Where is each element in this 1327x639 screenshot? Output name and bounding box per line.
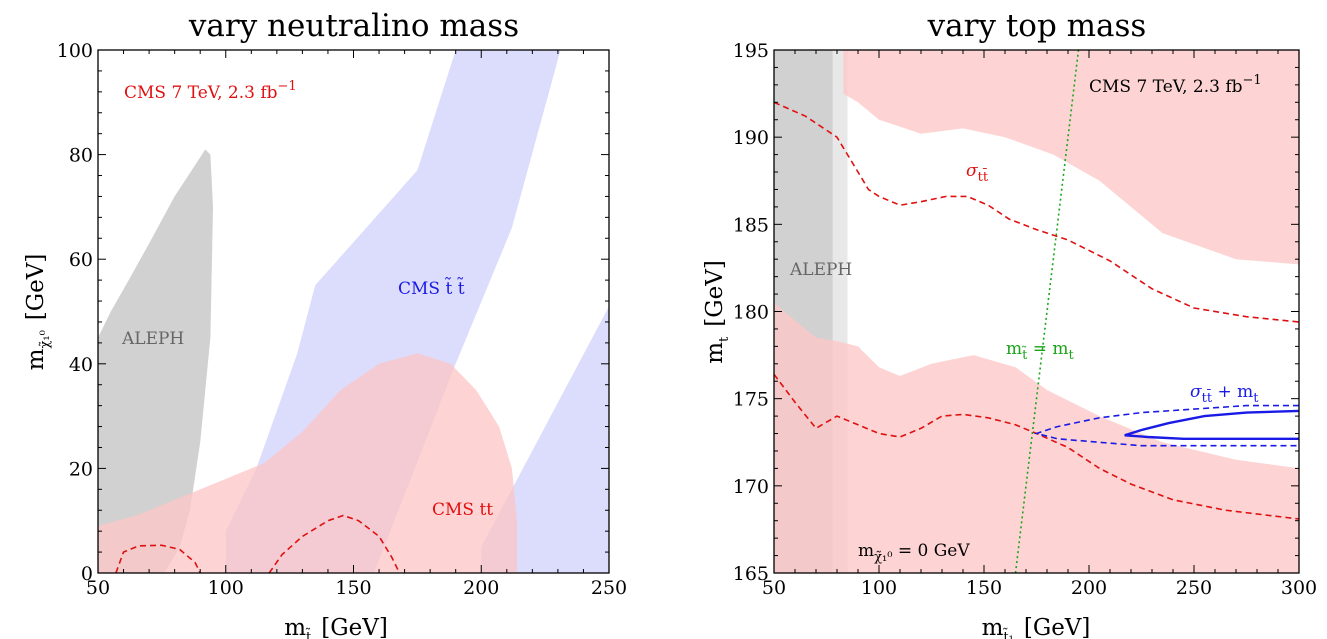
- region-cms-tt: [98, 353, 517, 573]
- x-tick-label: 150: [335, 577, 371, 599]
- chart-title: vary top mass: [927, 8, 1147, 44]
- y-axis-label: mχ̃₁⁰[GeV]: [23, 254, 53, 371]
- x-tick-label: 50: [762, 577, 786, 599]
- x-tick-label: 100: [861, 577, 897, 599]
- y-tick-label: 100: [57, 40, 93, 62]
- curve-layer: [115, 514, 401, 573]
- curve-dashed-0: [774, 101, 1299, 323]
- tick-layer: 50 100 150 200 250 300 165 170 175 180 185 190 195: [733, 40, 1317, 599]
- annotation-cms-lumi: CMS 7 TeV, 2.3 fb−1: [1089, 73, 1262, 97]
- curve-dashed-0: [115, 544, 201, 573]
- x-tick-label: 200: [463, 577, 499, 599]
- annotation-aleph: ALEPH: [789, 260, 852, 280]
- chart-left: vary neutralino mass 50 100 150 200 250 0 20 40…: [23, 8, 627, 639]
- y-axis-label: mt[GeV]: [702, 260, 732, 364]
- y-tick-label: 180: [733, 302, 769, 324]
- x-tick-label: 200: [1071, 577, 1107, 599]
- y-tick-label: 175: [733, 389, 769, 411]
- y-tick-label: 20: [69, 458, 93, 480]
- region-layer: [774, 50, 1299, 573]
- region-layer: [98, 50, 609, 573]
- x-tick-label: 250: [1176, 577, 1212, 599]
- y-tick-label: 165: [733, 563, 769, 585]
- x-tick-label: 150: [966, 577, 1002, 599]
- y-tick-label: 195: [733, 40, 769, 62]
- curve-solid-4: [1124, 409, 1299, 440]
- annotation-aleph: ALEPH: [121, 329, 184, 349]
- curve-dashed-1: [268, 514, 401, 573]
- tick-layer: 50 100 150 200 250 0 20 40 60 80 100: [57, 40, 627, 599]
- x-axis-label: mt̃ [GeV]: [284, 615, 388, 639]
- x-tick-label: 300: [1281, 577, 1317, 599]
- y-tick-label: 80: [69, 145, 93, 167]
- chart-right: vary top mass 50 100 150 200 250 300 165 170 175…: [702, 8, 1317, 639]
- y-tick-label: 170: [733, 476, 769, 498]
- x-tick-label: 250: [591, 577, 627, 599]
- region-aleph: [98, 149, 213, 573]
- y-tick-label: 60: [69, 249, 93, 271]
- annotation-cms-tt: CMS tt: [432, 500, 493, 520]
- y-tick-label: 40: [69, 354, 93, 376]
- x-tick-label: 100: [208, 577, 244, 599]
- annotation-sigma-tt: σtt̄: [966, 161, 989, 185]
- curve-dashed-1: [774, 373, 1299, 520]
- annotation-cms-stop: CMS t̃ t̃: [398, 277, 465, 299]
- curve-dashed-3: [1033, 404, 1299, 447]
- x-axis-label: mt̃₁ [GeV]: [982, 615, 1091, 639]
- x-tick-label: 50: [86, 577, 110, 599]
- curve-dotted-2: [1014, 50, 1080, 573]
- annotation-neutralino-zero: mχ̃₁⁰ = 0 GeV: [858, 541, 970, 565]
- region-tt-excluded-upper: [843, 50, 1299, 265]
- chart-title: vary neutralino mass: [188, 8, 519, 44]
- annotation-stop-eq-top: mt̃ = mt: [1006, 339, 1075, 363]
- annotation-cms-lumi: CMS 7 TeV, 2.3 fb−1: [124, 79, 297, 103]
- y-tick-label: 190: [733, 127, 769, 149]
- y-tick-label: 0: [81, 563, 93, 585]
- region-tt-excluded-lower: [774, 302, 1299, 573]
- y-tick-label: 185: [733, 214, 769, 236]
- annotation-sigma-plus-mt: σtt̄ + mt: [1190, 382, 1259, 406]
- curve-layer: [774, 50, 1299, 573]
